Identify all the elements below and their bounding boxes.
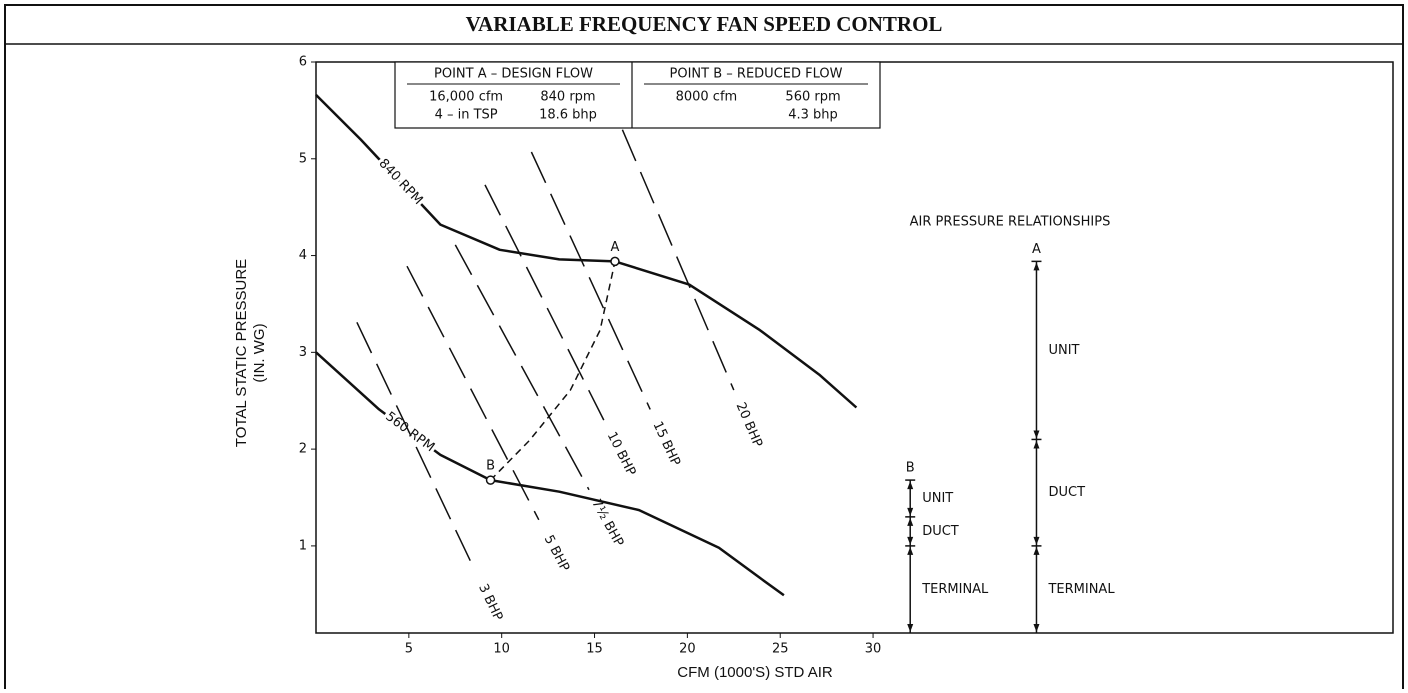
chart-title: VARIABLE FREQUENCY FAN SPEED CONTROL bbox=[466, 12, 943, 36]
arrow-head bbox=[907, 536, 914, 545]
inset-cell: 16,000 cfm bbox=[429, 90, 503, 105]
y-tick-label: 6 bbox=[299, 55, 307, 70]
series-label: 840 RPM bbox=[376, 156, 426, 208]
arrow-head bbox=[907, 481, 914, 490]
segment-label: UNIT bbox=[922, 491, 953, 506]
x-tick-label: 5 bbox=[405, 642, 413, 657]
y-axis-label: (IN. WG) bbox=[251, 323, 268, 382]
arrow-head bbox=[907, 507, 914, 516]
dashed-line bbox=[621, 129, 735, 391]
inset-header: POINT B – REDUCED FLOW bbox=[670, 67, 843, 82]
series-label: 3 BHP bbox=[475, 582, 505, 624]
x-tick-label: 25 bbox=[772, 642, 789, 657]
arrow-head bbox=[907, 624, 914, 632]
fan-curve bbox=[315, 351, 785, 597]
arrow-head bbox=[907, 517, 914, 526]
dashed-line bbox=[454, 244, 590, 491]
x-tick-label: 30 bbox=[865, 642, 882, 657]
inset-cell: 18.6 bhp bbox=[539, 108, 597, 123]
series-label: 5 BHP bbox=[541, 533, 572, 575]
y-tick-label: 4 bbox=[299, 248, 307, 263]
dashed-line bbox=[484, 184, 605, 421]
segment-label: UNIT bbox=[1048, 343, 1079, 358]
y-tick-label: 2 bbox=[299, 442, 307, 457]
pressure-title: AIR PRESSURE RELATIONSHIPS bbox=[910, 215, 1111, 230]
inset-cell: 4 – in TSP bbox=[435, 108, 498, 123]
plot-frame bbox=[315, 61, 1394, 634]
series-label: 15 BHP bbox=[649, 419, 682, 468]
point-marker bbox=[485, 475, 496, 485]
y-tick-label: 1 bbox=[299, 538, 307, 553]
arrow-head bbox=[1033, 262, 1040, 271]
inset-cell: 4.3 bhp bbox=[788, 108, 838, 123]
inset-cell: 8000 cfm bbox=[676, 90, 738, 105]
x-tick-label: 15 bbox=[586, 642, 603, 657]
inset-cell: 560 rpm bbox=[785, 90, 840, 105]
inset-cell: 840 rpm bbox=[540, 90, 595, 105]
arrow-head bbox=[1033, 536, 1040, 545]
point-label: B bbox=[486, 459, 495, 474]
arrow-head bbox=[1033, 546, 1040, 555]
segment-label: TERMINAL bbox=[1047, 582, 1115, 597]
bar-label: B bbox=[906, 461, 915, 476]
series-label: 20 BHP bbox=[733, 400, 765, 449]
arrow-head bbox=[1033, 440, 1040, 449]
dashed-line bbox=[406, 265, 540, 521]
dashed-line bbox=[530, 151, 651, 410]
inset-box bbox=[394, 61, 881, 129]
inset-header: POINT A – DESIGN FLOW bbox=[434, 67, 593, 82]
frame bbox=[4, 4, 1404, 693]
segment-label: DUCT bbox=[1048, 485, 1085, 500]
segment-label: DUCT bbox=[922, 524, 959, 539]
bar-label: A bbox=[1032, 242, 1041, 257]
x-tick-label: 10 bbox=[493, 642, 510, 657]
y-tick-label: 5 bbox=[299, 151, 307, 166]
x-axis-label: CFM (1000'S) STD AIR bbox=[677, 664, 833, 681]
series-label: 10 BHP bbox=[604, 430, 639, 479]
arrow-head bbox=[907, 546, 914, 555]
arrow-head bbox=[1033, 624, 1040, 632]
y-tick-label: 3 bbox=[299, 345, 307, 360]
y-axis-label: TOTAL STATIC PRESSURE bbox=[233, 259, 250, 447]
fan-curve bbox=[315, 94, 858, 409]
point-marker bbox=[610, 256, 620, 267]
point-label: A bbox=[611, 240, 620, 255]
dashed-line bbox=[489, 261, 616, 481]
segment-label: TERMINAL bbox=[921, 582, 989, 597]
arrow-head bbox=[1033, 430, 1040, 439]
x-tick-label: 20 bbox=[679, 642, 696, 657]
